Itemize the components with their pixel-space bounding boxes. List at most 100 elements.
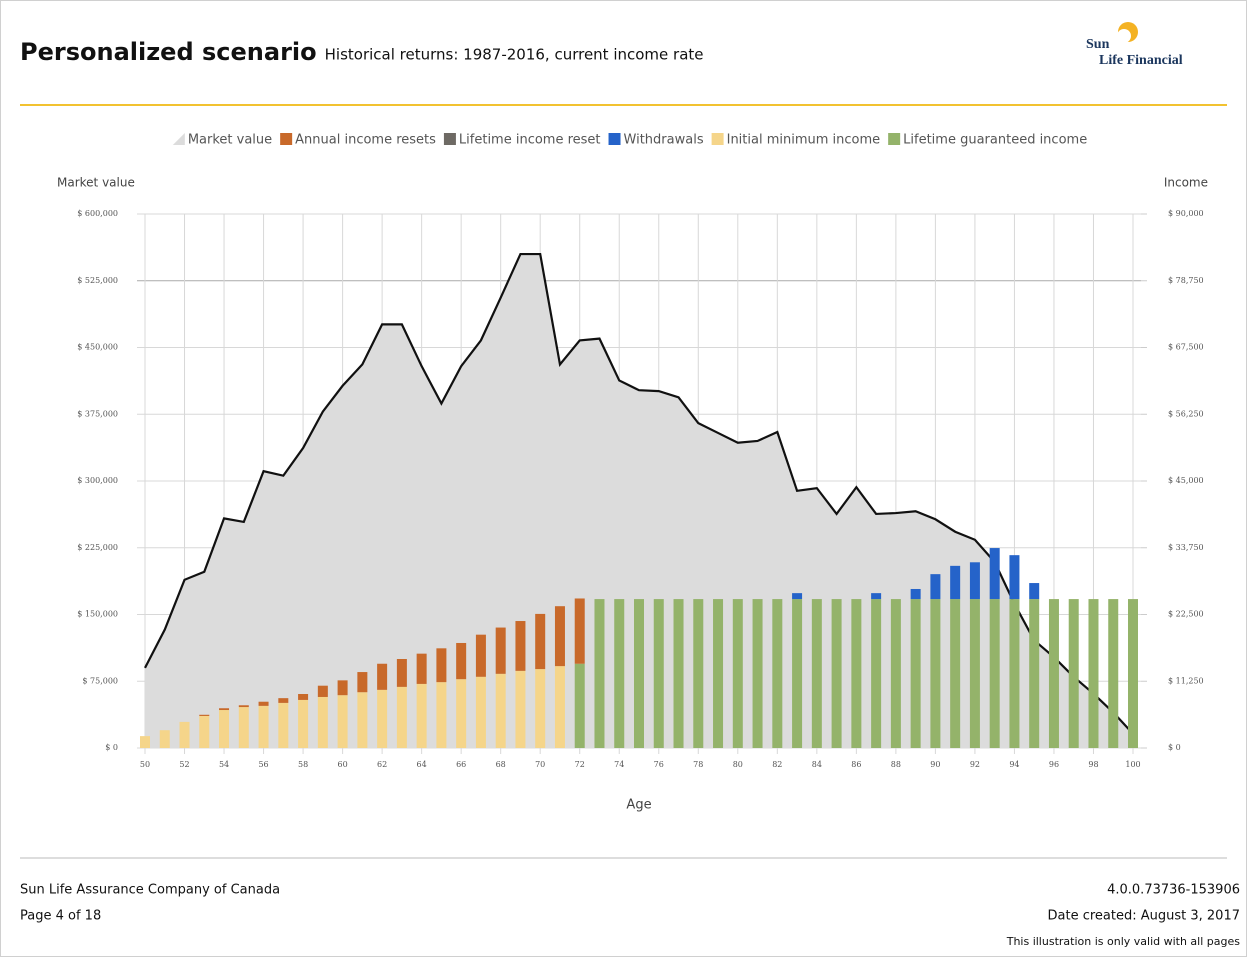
logo-text: Sun <box>1086 37 1110 52</box>
legend-swatch <box>280 133 293 145</box>
income-bar <box>535 669 546 748</box>
income-bar <box>890 599 901 748</box>
income-bar <box>1108 599 1119 748</box>
x-tick-label: 60 <box>338 760 348 769</box>
y2-tick-label: $ 56,250 <box>1168 409 1204 418</box>
income-bar <box>416 683 427 748</box>
y-tick-label: $ 525,000 <box>77 276 118 285</box>
y2-tick-label: $ 11,250 <box>1168 676 1204 685</box>
income-bar <box>456 642 467 680</box>
y2-tick-label: $ 90,000 <box>1168 209 1204 218</box>
income-bar <box>554 606 565 667</box>
income-bar <box>969 599 980 748</box>
income-bar <box>515 670 526 748</box>
income-bar <box>475 676 486 748</box>
income-bar <box>1009 599 1020 748</box>
income-bar <box>199 715 210 748</box>
income-bar <box>278 698 289 703</box>
income-bar <box>475 634 486 677</box>
income-bar <box>238 705 249 708</box>
income-bar <box>317 685 328 697</box>
income-bar <box>871 593 882 600</box>
income-bar <box>396 686 407 748</box>
x-tick-label: 64 <box>417 760 427 769</box>
logo-sun-cut <box>1117 29 1131 43</box>
legend-label: Lifetime income reset <box>459 133 601 148</box>
income-bar <box>989 548 1000 600</box>
income-bar <box>831 599 842 748</box>
legend-swatch <box>443 133 456 145</box>
income-bar <box>792 599 803 748</box>
income-bar <box>554 666 565 748</box>
x-axis-title: Age <box>626 798 651 813</box>
income-bar <box>989 599 1000 748</box>
x-tick-label: 84 <box>812 760 822 769</box>
x-tick-label: 66 <box>456 760 466 769</box>
logo: Sun Life Financial <box>1086 22 1183 68</box>
x-tick-label: 74 <box>614 760 624 769</box>
x-tick-label: 82 <box>772 760 782 769</box>
y2-tick-label: $ 33,750 <box>1168 543 1204 552</box>
x-tick-label: 98 <box>1088 760 1098 769</box>
income-bar <box>219 710 230 748</box>
y2-tick-label: $ 45,000 <box>1168 476 1204 485</box>
income-bar <box>594 599 605 748</box>
income-bar <box>950 599 961 748</box>
y-tick-label: $ 150,000 <box>77 610 118 619</box>
income-bar <box>1029 583 1040 600</box>
income-bar <box>436 682 447 748</box>
income-bar <box>436 648 447 683</box>
income-bar <box>515 621 526 671</box>
x-tick-label: 94 <box>1009 760 1019 769</box>
footer-date: Date created: August 3, 2017 <box>1048 909 1240 924</box>
income-bar <box>199 714 210 716</box>
legend-label: Market value <box>188 133 272 148</box>
income-bar <box>1009 555 1020 600</box>
income-bar <box>910 599 921 748</box>
x-tick-label: 88 <box>891 760 901 769</box>
x-tick-label: 90 <box>930 760 940 769</box>
x-tick-label: 72 <box>575 760 585 769</box>
legend-swatch <box>888 133 901 145</box>
y-tick-label: $ 75,000 <box>82 676 118 685</box>
y-axis-title: Market value <box>57 176 135 190</box>
income-bar <box>930 574 941 600</box>
income-bar <box>871 599 882 748</box>
legend-swatch <box>608 133 621 145</box>
income-bar <box>238 707 249 748</box>
income-bar <box>416 653 427 684</box>
income-bar <box>495 673 506 748</box>
legend-label: Annual income resets <box>295 133 436 148</box>
income-bar <box>772 599 783 748</box>
y-tick-label: $ 300,000 <box>77 476 118 485</box>
income-bar <box>219 708 230 711</box>
page-title: Personalized scenario <box>20 38 317 66</box>
y2-tick-label: $ 67,500 <box>1168 343 1204 352</box>
x-tick-label: 70 <box>535 760 545 769</box>
income-bar <box>673 599 684 748</box>
income-bar <box>693 599 704 748</box>
income-bar <box>298 699 309 748</box>
x-tick-label: 50 <box>140 760 150 769</box>
x-tick-label: 58 <box>298 760 308 769</box>
income-bar <box>574 663 585 748</box>
x-tick-label: 96 <box>1049 760 1059 769</box>
x-tick-label: 52 <box>179 760 189 769</box>
y-tick-label: $ 600,000 <box>77 209 118 218</box>
income-bar <box>258 701 269 706</box>
income-bar <box>258 705 269 748</box>
income-bar <box>792 593 803 600</box>
x-tick-label: 92 <box>970 760 980 769</box>
x-tick-label: 78 <box>693 760 703 769</box>
legend-swatch <box>711 133 724 145</box>
income-bar <box>357 672 368 693</box>
income-bar <box>298 694 309 700</box>
income-bar <box>851 599 862 748</box>
income-bar <box>930 599 941 748</box>
market-value-area <box>145 254 1133 749</box>
footer-page: Page 4 of 18 <box>20 909 101 924</box>
income-bar <box>495 627 506 674</box>
logo-text: Life Financial <box>1099 53 1183 68</box>
legend-label: Initial minimum income <box>727 133 881 148</box>
